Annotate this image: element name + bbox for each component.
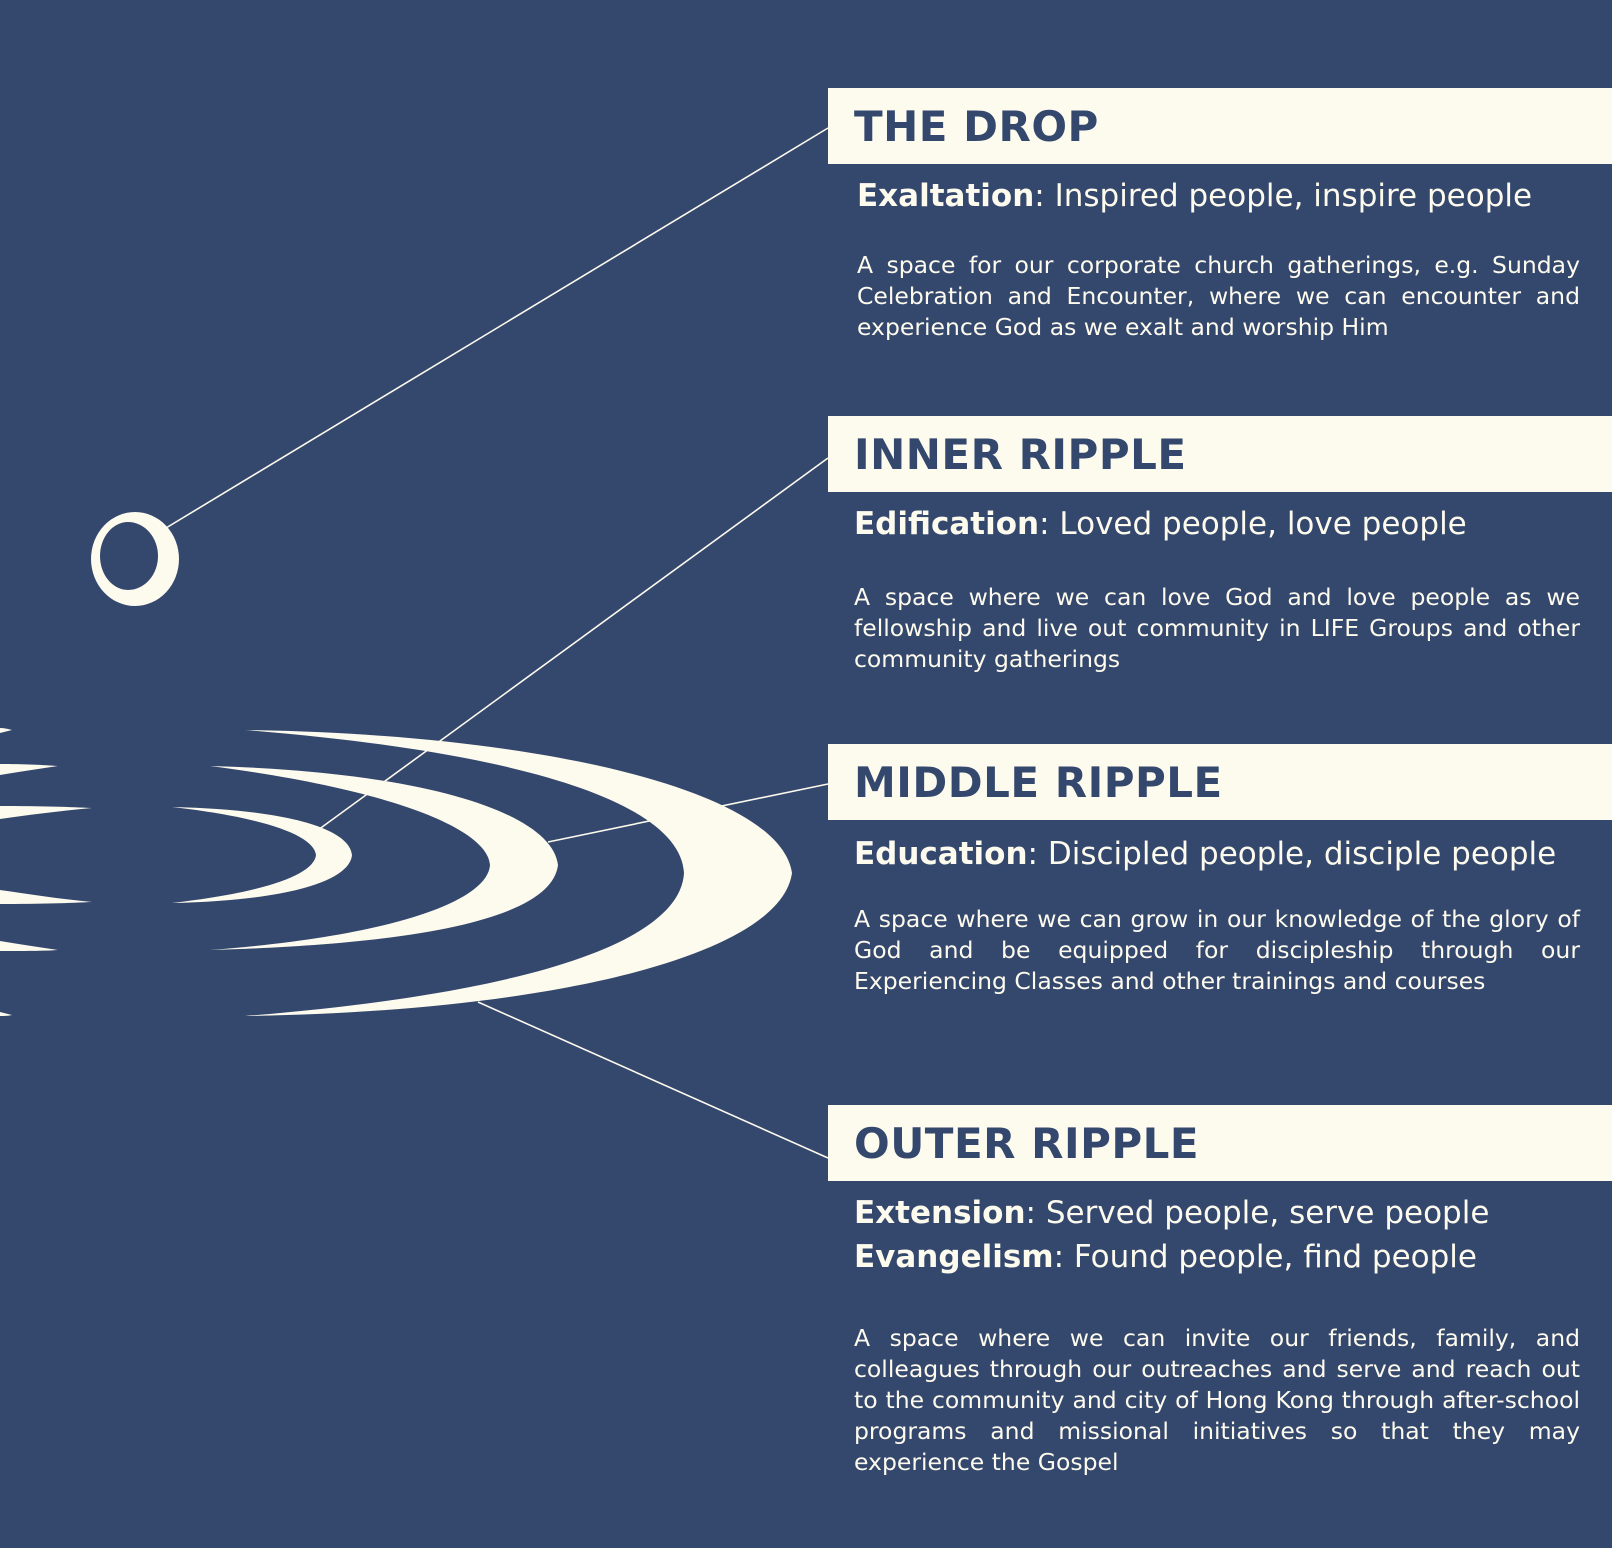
ripple-tail-1 [0, 806, 92, 819]
ripple-tail-3 [0, 764, 58, 775]
section-body: Extension: Served people, serve people E… [828, 1181, 1612, 1478]
outer-ripple-shape [245, 730, 792, 1016]
tagline-text: Inspired people, inspire people [1054, 178, 1533, 214]
section-title: OUTER RIPPLE [854, 1118, 1200, 1168]
tagline-key: Education [854, 836, 1028, 872]
section-outer-ripple: OUTER RIPPLE Extension: Served people, s… [828, 1105, 1612, 1478]
section-body: Exaltation: Inspired people, inspire peo… [828, 164, 1612, 343]
connector-line-outer [477, 1001, 829, 1159]
section-description: A space where we can love God and love p… [854, 583, 1580, 673]
tagline-separator: : [1034, 178, 1055, 214]
tagline-separator: : [1039, 506, 1060, 542]
ripple-tail-6 [0, 1012, 12, 1016]
tagline-key: Extension [854, 1195, 1026, 1231]
section-body: Education: Discipled people, disciple pe… [828, 820, 1612, 997]
tagline-key: Evangelism [854, 1239, 1054, 1275]
drop-icon [91, 512, 179, 606]
tagline-text: Discipled people, disciple people [1047, 836, 1557, 872]
tagline-key: Edification [854, 506, 1040, 542]
tagline-separator: : [1025, 1195, 1046, 1231]
section-title: THE DROP [854, 101, 1099, 151]
tagline: Evangelism: Found people, find people [854, 1235, 1477, 1279]
ripple-tail-4 [0, 941, 58, 951]
inner-ripple-shape [172, 807, 352, 903]
tagline-text: Loved people, love people [1059, 506, 1467, 542]
ripple-tail-2 [0, 890, 92, 904]
middle-ripple-shape [210, 766, 558, 950]
section-description: A space for our corporate church gatheri… [857, 251, 1580, 341]
tagline-text: Found people, find people [1073, 1239, 1477, 1275]
section-banner: INNER RIPPLE [828, 416, 1612, 492]
section-the-drop: THE DROP Exaltation: Inspired people, in… [828, 88, 1612, 343]
ripple-tail-5 [0, 728, 12, 733]
tagline-key: Exaltation [857, 178, 1035, 214]
section-banner: OUTER RIPPLE [828, 1105, 1612, 1181]
tagline-separator: : [1027, 836, 1048, 872]
section-description: A space where we can invite our friends,… [854, 1324, 1580, 1476]
section-description: A space where we can grow in our knowled… [854, 905, 1580, 995]
tagline: Exaltation: Inspired people, inspire peo… [857, 174, 1532, 218]
section-banner: MIDDLE RIPPLE [828, 744, 1612, 820]
section-banner: THE DROP [828, 88, 1612, 164]
section-middle-ripple: MIDDLE RIPPLE Education: Discipled peopl… [828, 744, 1612, 997]
section-title: MIDDLE RIPPLE [854, 757, 1223, 807]
section-body: Edification: Loved people, love people A… [828, 492, 1612, 675]
tagline-text: Served people, serve people [1045, 1195, 1490, 1231]
tagline: Edification: Loved people, love people [854, 502, 1467, 546]
tagline: Education: Discipled people, disciple pe… [854, 832, 1556, 876]
tagline-separator: : [1053, 1239, 1074, 1275]
tagline: Extension: Served people, serve people [854, 1191, 1489, 1235]
section-title: INNER RIPPLE [854, 429, 1187, 479]
connector-line-drop [165, 127, 829, 529]
section-inner-ripple: INNER RIPPLE Edification: Loved people, … [828, 416, 1612, 675]
connector-line-inner [317, 457, 829, 831]
